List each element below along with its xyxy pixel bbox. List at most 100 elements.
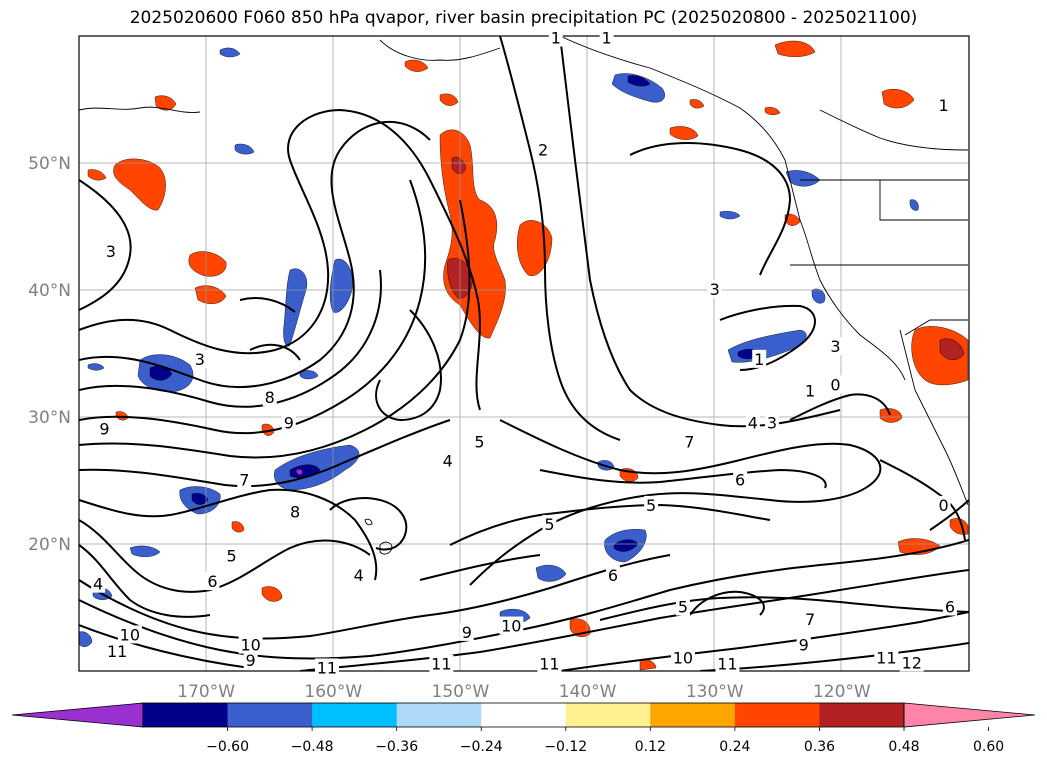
contour-label-bg <box>97 419 112 438</box>
contour-label-bg <box>117 625 142 644</box>
colorbar-tick-label: −0.60 <box>206 739 249 755</box>
colorbar-segment <box>143 703 229 727</box>
colorbar-tick-label: 0.60 <box>973 739 1004 755</box>
contour-label: 4 <box>443 451 453 470</box>
contour-label: 1 <box>602 29 612 48</box>
contour-label: 10 <box>120 625 140 644</box>
colorbar-segment <box>396 703 482 727</box>
lat-label: 20°N <box>28 535 71 555</box>
colorbar-tick-label: −0.48 <box>291 739 334 755</box>
colorbar-tick-label: 0.24 <box>719 739 750 755</box>
contour-label: 0 <box>938 496 948 515</box>
contour-label-bg <box>536 140 551 159</box>
contour-label: 3 <box>710 280 720 299</box>
contour-label-bg <box>238 635 263 654</box>
colorbar-extend-min <box>11 702 144 728</box>
lat-label: 40°N <box>28 281 71 301</box>
contour-label-bg <box>682 432 697 451</box>
contour-label-bg <box>288 502 303 521</box>
colorbar-tick-label: 0.36 <box>804 739 835 755</box>
contour-label: 1 <box>805 382 815 401</box>
contour-label-bg <box>281 413 296 432</box>
colorbar-tick-label: 0.12 <box>635 739 666 755</box>
contour-label-bg <box>314 658 339 677</box>
contour-label: 6 <box>608 566 618 585</box>
contour-label: 6 <box>945 598 955 617</box>
contour-label: 1 <box>551 29 561 48</box>
contour-label: 3 <box>195 350 205 369</box>
contour-label: 8 <box>265 388 275 407</box>
map-title: 2025020600 F060 850 hPa qvapor, river ba… <box>129 8 918 28</box>
colorbar-segment <box>227 703 313 727</box>
contour-label-bg <box>237 470 252 489</box>
precip-shading-positive <box>87 40 969 671</box>
contour-label-bg <box>707 280 722 298</box>
colorbar-tick-label: 0.48 <box>888 739 919 755</box>
colorbar-segment <box>481 703 567 727</box>
contour-label: 5 <box>544 515 554 534</box>
colorbar-outline <box>142 702 905 728</box>
contour-label-bg <box>942 597 957 616</box>
contour-label: 1 <box>754 350 764 369</box>
contour-label-bg <box>828 337 843 356</box>
contour-label-bg <box>103 241 118 260</box>
contour-label-bg <box>351 565 366 584</box>
lon-label: 150°W <box>432 682 490 702</box>
lon-label: 130°W <box>686 682 744 702</box>
contour-label: 11 <box>876 648 896 667</box>
contour-label-bg <box>205 572 220 591</box>
colorbar-segment <box>312 703 398 727</box>
contour-label: 3 <box>106 242 116 261</box>
contour-label: 11 <box>107 642 127 661</box>
contour-label: 4 <box>93 575 103 594</box>
contour-label-bg <box>472 432 487 451</box>
coastlines <box>79 36 969 555</box>
lat-label: 30°N <box>28 408 71 428</box>
contour-label: 11 <box>717 655 737 674</box>
contour-label-bg <box>936 95 951 114</box>
contour-label-bg <box>644 495 659 514</box>
contour-label-bg <box>936 495 951 514</box>
contour-label: 7 <box>805 610 815 629</box>
contour-label-bg <box>796 635 811 654</box>
contour-label-bg <box>243 650 258 669</box>
contour-label: 1 <box>938 96 948 115</box>
contour-label-bg <box>752 349 767 368</box>
contour-label-bg <box>733 470 748 489</box>
lon-label: 160°W <box>304 682 362 702</box>
contour-label-bg <box>899 653 924 672</box>
lat-label: 50°N <box>28 154 71 174</box>
contour-label: 8 <box>290 502 300 521</box>
contour-label: 6 <box>207 572 217 591</box>
contour-label: 2 <box>538 140 548 159</box>
contour-label-bg <box>542 514 557 533</box>
contour-label-bg <box>224 546 239 565</box>
contour-label: 12 <box>902 653 922 672</box>
contour-label: 9 <box>246 651 256 670</box>
contour-label: 0 <box>830 375 840 394</box>
contour-label-bg <box>803 610 818 629</box>
contour-label-bg <box>745 413 760 432</box>
latitude-labels: 50°N 40°N 30°N 20°N <box>28 154 71 555</box>
contour-label-bg <box>548 28 563 47</box>
colorbar-segment <box>565 703 651 727</box>
contour-label-bg <box>764 413 779 432</box>
contour-label-bg <box>440 451 455 470</box>
contour-label-bg <box>670 648 695 667</box>
contour-label: 9 <box>462 623 472 642</box>
contour-label: 6 <box>735 471 745 490</box>
contour-label: 9 <box>799 636 809 655</box>
contour-label: 5 <box>678 598 688 617</box>
contour-label-bg <box>459 622 474 641</box>
lon-label: 120°W <box>813 682 871 702</box>
colorbar-tick-label: −0.36 <box>375 739 418 755</box>
contour-label-bg <box>828 375 843 394</box>
contour-label-bg <box>429 654 454 673</box>
colorbar-extend-max <box>903 702 1036 728</box>
colorbar: −0.60 −0.48 −0.36 −0.24 −0.12 0.12 0.24 0.36 0.4… <box>11 702 1036 755</box>
contour-label: 11 <box>539 655 559 674</box>
contour-label-bg <box>192 349 207 368</box>
contour-label-bg <box>262 387 277 406</box>
contour-label: 5 <box>226 547 236 566</box>
